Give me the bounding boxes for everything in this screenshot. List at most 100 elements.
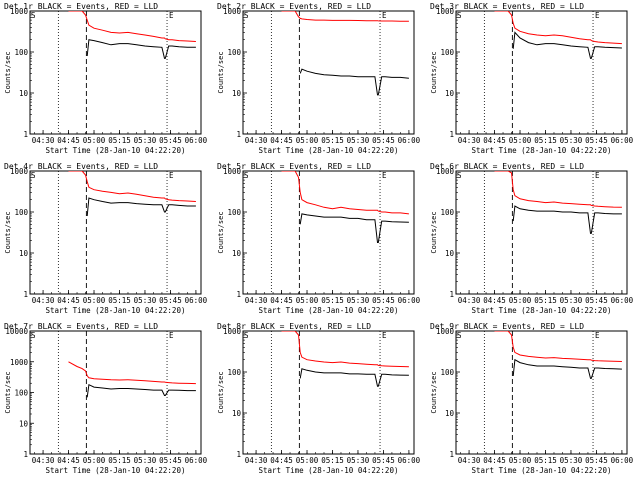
x-tick-label: 05:15 bbox=[321, 456, 344, 465]
x-axis-label: Start Time (28-Jan-10 04:22:20) bbox=[259, 466, 399, 475]
x-tick-label: 05:00 bbox=[83, 456, 106, 465]
x-tick-label: 06:00 bbox=[185, 296, 208, 305]
chart-title: Det 7r BLACK = Events, RED = LLD bbox=[4, 322, 158, 331]
x-tick-label: 04:45 bbox=[57, 296, 80, 305]
y-tick-label: 1 bbox=[449, 290, 454, 299]
y-tick-label: 10 bbox=[445, 89, 455, 98]
end-marker-e: E bbox=[169, 331, 174, 340]
x-tick-label: 04:45 bbox=[57, 136, 80, 145]
plot-frame bbox=[29, 330, 202, 455]
x-tick-label: 05:15 bbox=[534, 136, 557, 145]
lld-series-line bbox=[68, 361, 196, 385]
x-tick-label: 05:30 bbox=[134, 136, 157, 145]
chart-svg: Det 1r BLACK = Events, RED = LLD 1 10 100 10… bbox=[4, 2, 208, 155]
x-tick-label: 06:00 bbox=[398, 136, 421, 145]
y-tick-label: 10 bbox=[19, 249, 29, 258]
events-series-line bbox=[86, 197, 196, 217]
start-marker-s: S bbox=[31, 11, 36, 20]
y-axis-label: Counts/sec bbox=[430, 211, 438, 253]
detector-5r-chart: Det 5r BLACK = Events, RED = LLD 1 10 100 10… bbox=[213, 160, 426, 320]
y-tick-label: 100 bbox=[440, 48, 454, 57]
y-axis-label: Counts/sec bbox=[4, 51, 12, 93]
y-tick-label: 1000 bbox=[436, 327, 455, 336]
chart-title: Det 3r BLACK = Events, RED = LLD bbox=[430, 2, 584, 11]
chart-svg: Det 2r BLACK = Events, RED = LLD 1 10 100 10… bbox=[217, 2, 421, 155]
y-tick-label: 1000 bbox=[223, 7, 242, 16]
y-tick-label: 1 bbox=[23, 450, 28, 459]
x-tick-label: 04:30 bbox=[458, 296, 481, 305]
y-axis-label: Counts/sec bbox=[4, 211, 12, 253]
x-tick-label: 04:45 bbox=[483, 296, 506, 305]
start-marker-s: S bbox=[244, 171, 249, 180]
detector-7r-chart: Det 7r BLACK = Events, RED = LLD 1 10 100 10… bbox=[0, 320, 213, 480]
x-tick-label: 04:30 bbox=[245, 136, 268, 145]
lld-series-line bbox=[281, 331, 409, 368]
x-tick-label: 05:30 bbox=[347, 136, 370, 145]
plot-frame bbox=[455, 330, 628, 455]
y-tick-label: 1000 bbox=[223, 167, 242, 176]
x-tick-label: 05:00 bbox=[296, 296, 319, 305]
y-tick-label: 10 bbox=[19, 89, 29, 98]
y-tick-label: 100 bbox=[227, 368, 241, 377]
x-tick-label: 05:15 bbox=[108, 296, 131, 305]
x-tick-label: 05:45 bbox=[159, 456, 182, 465]
y-tick-label: 1000 bbox=[436, 7, 455, 16]
chart-title: Det 9r BLACK = Events, RED = LLD bbox=[430, 322, 584, 331]
y-tick-label: 100 bbox=[440, 208, 454, 217]
x-tick-label: 05:30 bbox=[134, 456, 157, 465]
lld-series-line bbox=[281, 171, 409, 215]
x-tick-label: 05:45 bbox=[159, 296, 182, 305]
plot-frame bbox=[29, 170, 202, 295]
x-axis-label: Start Time (28-Jan-10 04:22:20) bbox=[472, 466, 612, 475]
x-tick-label: 05:45 bbox=[585, 456, 608, 465]
start-marker-s: S bbox=[457, 171, 462, 180]
x-tick-label: 06:00 bbox=[611, 296, 634, 305]
y-axis-label: Counts/sec bbox=[217, 51, 225, 93]
events-series-line bbox=[86, 383, 196, 398]
chart-svg: Det 9r BLACK = Events, RED = LLD 1 10 100 10… bbox=[430, 322, 634, 475]
lld-series-line bbox=[281, 11, 409, 22]
y-tick-label: 1000 bbox=[10, 167, 29, 176]
lld-series-line bbox=[494, 331, 622, 362]
x-tick-label: 05:00 bbox=[509, 136, 532, 145]
chart-title: Det 5r BLACK = Events, RED = LLD bbox=[217, 162, 371, 171]
lld-series-line bbox=[494, 171, 622, 208]
x-tick-label: 05:45 bbox=[372, 456, 395, 465]
y-tick-label: 1 bbox=[236, 290, 241, 299]
y-tick-label: 10 bbox=[232, 249, 242, 258]
end-marker-e: E bbox=[382, 171, 387, 180]
plot-frame bbox=[29, 10, 202, 135]
detector-9r-chart: Det 9r BLACK = Events, RED = LLD 1 10 100 10… bbox=[426, 320, 639, 480]
end-marker-e: E bbox=[595, 171, 600, 180]
x-tick-label: 05:15 bbox=[321, 296, 344, 305]
x-axis-label: Start Time (28-Jan-10 04:22:20) bbox=[472, 146, 612, 155]
x-axis-label: Start Time (28-Jan-10 04:22:20) bbox=[472, 306, 612, 315]
y-tick-label: 10000 bbox=[5, 327, 28, 336]
chart-svg: Det 3r BLACK = Events, RED = LLD 1 10 100 10… bbox=[430, 2, 634, 155]
events-series-line bbox=[299, 368, 409, 387]
x-tick-label: 06:00 bbox=[398, 296, 421, 305]
events-series-line bbox=[512, 205, 622, 234]
x-tick-label: 04:45 bbox=[57, 456, 80, 465]
start-marker-s: S bbox=[457, 11, 462, 20]
y-tick-label: 1000 bbox=[223, 327, 242, 336]
plot-frame bbox=[242, 170, 415, 295]
detector-2r-chart: Det 2r BLACK = Events, RED = LLD 1 10 100 10… bbox=[213, 0, 426, 160]
x-axis-label: Start Time (28-Jan-10 04:22:20) bbox=[46, 466, 186, 475]
end-marker-e: E bbox=[382, 331, 387, 340]
x-tick-label: 05:45 bbox=[585, 136, 608, 145]
chart-svg: Det 4r BLACK = Events, RED = LLD 1 10 100 10… bbox=[4, 162, 208, 315]
x-tick-label: 05:15 bbox=[534, 296, 557, 305]
x-axis-label: Start Time (28-Jan-10 04:22:20) bbox=[259, 146, 399, 155]
x-tick-label: 04:30 bbox=[32, 296, 55, 305]
y-tick-label: 100 bbox=[14, 48, 28, 57]
detector-3r-chart: Det 3r BLACK = Events, RED = LLD 1 10 100 10… bbox=[426, 0, 639, 160]
start-marker-s: S bbox=[244, 331, 249, 340]
x-tick-label: 04:30 bbox=[458, 136, 481, 145]
x-tick-label: 05:45 bbox=[372, 296, 395, 305]
x-tick-label: 05:15 bbox=[108, 456, 131, 465]
x-tick-label: 06:00 bbox=[185, 136, 208, 145]
y-tick-label: 1 bbox=[449, 130, 454, 139]
y-tick-label: 100 bbox=[14, 208, 28, 217]
